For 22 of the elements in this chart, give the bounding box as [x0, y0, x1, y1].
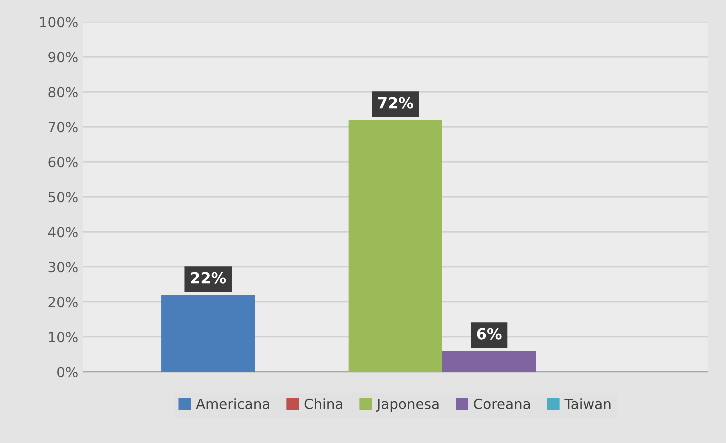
y-tick-label: 70%	[48, 122, 78, 133]
y-tick-label: 50%	[48, 192, 78, 203]
y-tick-label: 100%	[40, 17, 78, 28]
y-tick-label: 10%	[49, 332, 78, 343]
y-tick-label: 0%	[58, 367, 78, 378]
y-tick-label: 80%	[48, 87, 78, 98]
data-label: 72%	[378, 97, 414, 109]
legend-label: Coreana	[474, 398, 530, 410]
y-tick-label: 60%	[48, 157, 78, 168]
data-label: 22%	[191, 272, 226, 284]
bar	[442, 351, 536, 372]
legend-label: Japonesa	[376, 399, 439, 412]
bar	[162, 295, 256, 372]
data-label: 6%	[477, 328, 502, 340]
legend-label: China	[304, 398, 342, 410]
y-tick-label: 90%	[48, 52, 78, 63]
y-tick-label: 30%	[48, 262, 78, 273]
y-tick-label: 20%	[48, 297, 78, 308]
y-tick-label: 40%	[48, 227, 78, 238]
legend-label: Americana	[196, 398, 270, 410]
bar	[348, 120, 442, 372]
legend-label: Taiwan	[564, 398, 611, 410]
